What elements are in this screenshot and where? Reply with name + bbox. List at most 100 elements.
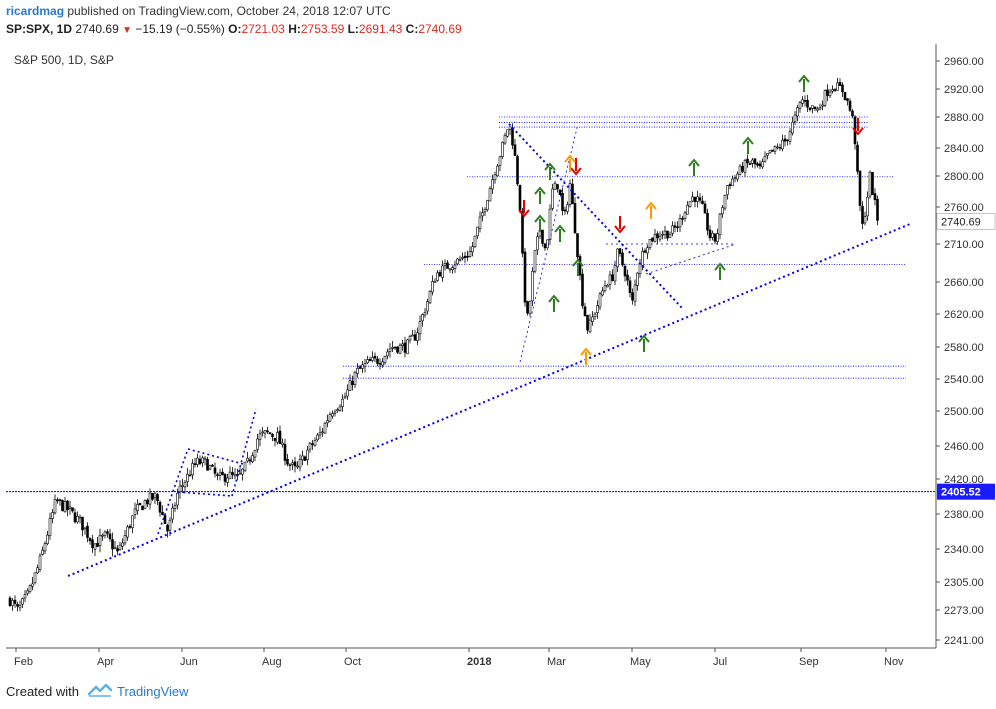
candle-body bbox=[363, 363, 367, 367]
candle-body bbox=[8, 597, 12, 606]
candle-body bbox=[478, 216, 482, 229]
candle-body bbox=[288, 464, 292, 467]
candle-body bbox=[88, 538, 92, 542]
candle-body bbox=[218, 472, 222, 476]
candle-body bbox=[481, 212, 484, 217]
candle-body bbox=[186, 473, 189, 482]
candle-body bbox=[726, 185, 729, 195]
arrow-red-down-icon bbox=[518, 209, 530, 218]
candle-body bbox=[18, 604, 22, 609]
candle-body bbox=[516, 156, 519, 185]
candle-body bbox=[208, 465, 212, 470]
candle-body bbox=[768, 149, 772, 154]
price-chart[interactable]: 2960.00 2920.00 2880.00 2840.00 2800.00 2760.… bbox=[6, 44, 996, 672]
candle-body bbox=[776, 146, 779, 149]
candle-body bbox=[513, 144, 517, 156]
candle-body bbox=[103, 531, 107, 536]
hline-price-tag-bg bbox=[937, 483, 995, 500]
arrow-green-up-icon bbox=[534, 214, 546, 223]
candle-body bbox=[408, 336, 412, 341]
y-tick-label: 2241.00 bbox=[944, 635, 984, 647]
candle-body bbox=[493, 174, 497, 181]
candle-body bbox=[163, 515, 167, 525]
candle-body bbox=[353, 371, 357, 385]
candle-body bbox=[571, 183, 574, 205]
y-tick-label: 2540.00 bbox=[944, 374, 984, 386]
candle-body bbox=[546, 239, 549, 249]
candle-body bbox=[866, 196, 869, 217]
candle-body bbox=[656, 233, 659, 239]
candle-body bbox=[701, 200, 704, 204]
candle-body bbox=[713, 233, 717, 242]
candle-body bbox=[371, 357, 374, 361]
arrow-green-up-icon bbox=[798, 74, 810, 83]
candle-body bbox=[791, 121, 794, 134]
candle-body bbox=[113, 547, 117, 549]
author-name[interactable]: ricardmag bbox=[6, 4, 65, 18]
candle-body bbox=[108, 533, 112, 540]
candle-body bbox=[201, 457, 204, 463]
candle-body bbox=[121, 542, 124, 547]
candle-body bbox=[23, 594, 27, 599]
arrow-green-up-icon bbox=[688, 158, 700, 167]
candle-body bbox=[663, 230, 667, 236]
candle-body bbox=[588, 319, 592, 333]
candle-body bbox=[646, 247, 649, 254]
arrow-red-down-icon bbox=[570, 167, 582, 176]
tradingview-brand-link[interactable]: TradingView bbox=[117, 684, 189, 699]
last-price-tag: 2740.69 bbox=[941, 216, 981, 228]
published-text: published on TradingView.com, October 24… bbox=[67, 4, 391, 18]
candle-body bbox=[696, 196, 699, 202]
arrow-green-up-icon bbox=[544, 162, 556, 171]
candle-body bbox=[91, 539, 94, 548]
candle-body bbox=[521, 210, 524, 254]
candle-body bbox=[608, 274, 612, 285]
candle-body bbox=[401, 343, 404, 347]
candle-body bbox=[851, 110, 854, 117]
y-tick-label: 2305.00 bbox=[944, 577, 984, 589]
chart-area[interactable]: 2960.00 2920.00 2880.00 2840.00 2800.00 2760.… bbox=[6, 44, 996, 672]
candle-body bbox=[678, 218, 682, 228]
candle-body bbox=[161, 511, 164, 516]
candle-body bbox=[708, 229, 712, 239]
candle-body bbox=[778, 147, 782, 149]
candle-body bbox=[118, 544, 122, 550]
candle-body bbox=[126, 526, 129, 538]
candle-body bbox=[138, 502, 142, 505]
candle-body bbox=[863, 216, 867, 224]
candle-body bbox=[731, 178, 734, 187]
candle-body bbox=[101, 534, 104, 537]
candle-body bbox=[868, 171, 872, 197]
candle-body bbox=[673, 225, 677, 228]
high-label: H: bbox=[288, 22, 301, 36]
candle-body bbox=[536, 236, 539, 251]
candle-body bbox=[231, 472, 234, 475]
candle-body bbox=[271, 434, 274, 437]
candle-body bbox=[183, 482, 187, 488]
candle-body bbox=[248, 459, 252, 462]
candle-body bbox=[813, 106, 817, 110]
arrow-green-up-icon bbox=[638, 334, 650, 343]
candle-body bbox=[418, 321, 422, 335]
candle-body bbox=[51, 512, 54, 519]
candle-body bbox=[578, 256, 582, 276]
candle-body bbox=[11, 599, 14, 606]
candle-body bbox=[28, 585, 32, 592]
candle-body bbox=[833, 89, 837, 91]
candle-body bbox=[471, 246, 474, 253]
candle-body bbox=[858, 170, 862, 206]
candle-body bbox=[873, 193, 877, 201]
candle-body bbox=[368, 359, 372, 362]
candle-body bbox=[331, 413, 334, 417]
x-tick-label: Nov bbox=[884, 656, 904, 668]
arrow-green-up-icon bbox=[548, 294, 560, 303]
candle-body bbox=[156, 494, 159, 502]
candle-body bbox=[806, 99, 809, 108]
candle-body bbox=[286, 458, 289, 465]
candle-body bbox=[848, 100, 852, 111]
tradingview-logo-icon[interactable] bbox=[88, 682, 112, 698]
candle-body bbox=[323, 422, 327, 434]
candle-body bbox=[203, 457, 207, 460]
candle-body bbox=[871, 172, 874, 196]
candle-body bbox=[598, 293, 602, 308]
